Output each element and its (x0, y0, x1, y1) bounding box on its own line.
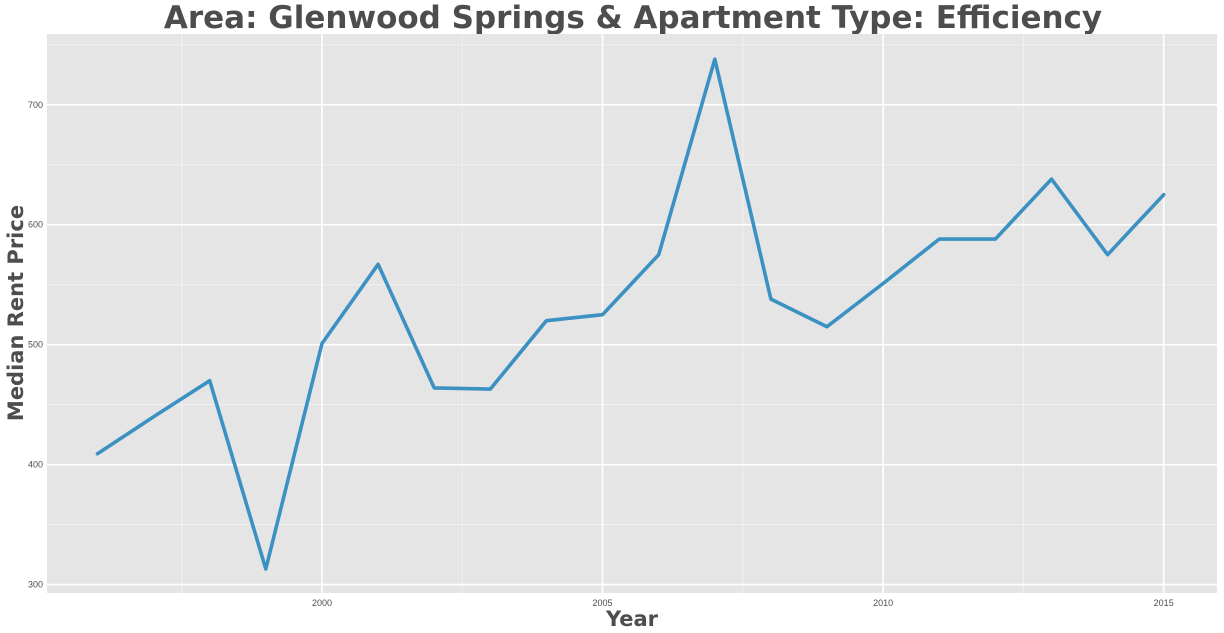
y-tick-label: 400 (28, 460, 43, 470)
major-gridlines (47, 34, 1217, 593)
x-tick-label: 2005 (593, 598, 613, 608)
y-tick-label: 600 (28, 220, 43, 230)
y-tick-label: 300 (28, 580, 43, 590)
series-lines (95, 57, 1166, 571)
chart-title: Area: Glenwood Springs & Apartment Type:… (164, 0, 1102, 36)
y-tick-label: 700 (28, 100, 43, 110)
x-tick-label: 2015 (1154, 598, 1174, 608)
y-tick-label: 500 (28, 340, 43, 350)
y-axis-title: Median Rent Price (4, 205, 28, 421)
x-axis-ticks: 2000 2005 2010 2015 (312, 598, 1174, 608)
plot-panel (47, 34, 1217, 593)
y-axis-ticks: 300 400 500 600 700 (28, 100, 43, 590)
x-axis-title: Year (605, 607, 659, 631)
x-tick-label: 2010 (873, 598, 893, 608)
x-tick-label: 2000 (312, 598, 332, 608)
series-line (95, 57, 1166, 571)
